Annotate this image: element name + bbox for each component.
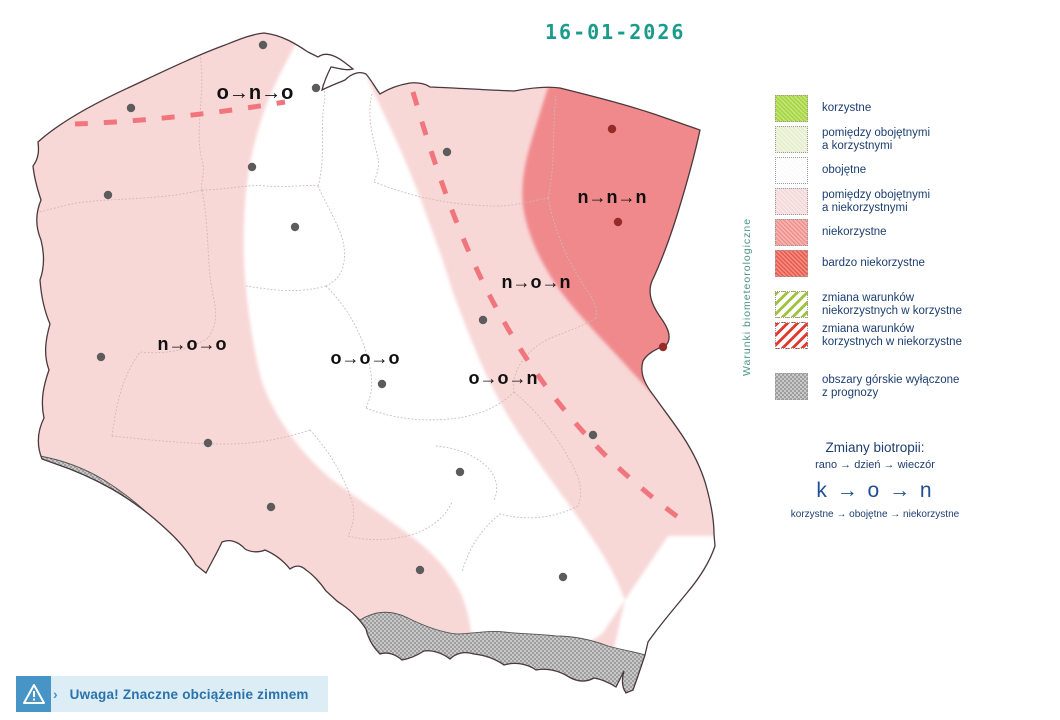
warning-icon — [16, 676, 51, 712]
biotropy-times: rano → dzień → wieczór — [815, 459, 935, 471]
legend-item: pomiędzy obojętnymi a niekorzystnymi — [775, 188, 1060, 215]
biotropy-heading: Zmiany biotropii: — [825, 440, 925, 455]
legend-label: pomiędzy obojętnymi a korzystnymi — [822, 126, 931, 152]
city-dot — [442, 147, 452, 157]
legend-label: zmiana warunków niekorzystnych w korzystn… — [822, 291, 962, 317]
forecast-date: 16-01-2026 — [545, 20, 686, 44]
biotropy-legend: Zmiany biotropii: rano → dzień → wieczór… — [760, 440, 990, 520]
zone-label: o→n→o — [217, 82, 294, 104]
legend-swatch — [775, 219, 808, 246]
province-borders — [37, 53, 598, 573]
legend-label: pomiędzy obojętnymi a niekorzystnymi — [822, 188, 931, 214]
city-dot — [607, 124, 617, 134]
legend: korzystne pomiędzy obojętnymi a korzystnym… — [775, 95, 1060, 404]
warning-chevron: › — [51, 676, 60, 712]
legend-label: obszary górskie wyłączone z prognozy — [822, 373, 960, 399]
legend-swatch — [775, 157, 808, 184]
legend-swatch — [775, 373, 808, 400]
city-dot — [478, 315, 488, 325]
city-dot — [290, 222, 300, 232]
warning-banner: › Uwaga! Znaczne obciążenie zimnem — [16, 676, 328, 712]
poland-map-svg: o→n→o n→n→n n→o→n o→o→n o→o→o n→o→o — [32, 32, 716, 694]
warning-triangle-icon — [22, 684, 45, 704]
city-dot — [311, 83, 321, 93]
zone-label: n→n→n — [578, 187, 647, 207]
legend-item: bardzo niekorzystne — [775, 250, 1060, 277]
legend-label: obojętne — [822, 164, 867, 176]
warning-text: Uwaga! Znaczne obciążenie zimnem — [69, 686, 309, 702]
legend-swatch — [775, 291, 808, 318]
zone-label: n→o→o — [158, 334, 227, 354]
legend-swatch — [775, 95, 808, 122]
change-lines — [74, 91, 692, 529]
city-dot — [103, 190, 113, 200]
city-dot — [258, 40, 268, 50]
legend-label: zmiana warunków korzystnych w niekorzystn… — [822, 322, 962, 348]
legend-label: niekorzystne — [822, 226, 887, 238]
poland-map: o→n→o n→n→n n→o→n o→o→n o→o→o n→o→o — [32, 32, 716, 694]
zone-label: o→o→o — [331, 348, 400, 368]
legend-swatch — [775, 188, 808, 215]
legend-item: obszary górskie wyłączone z prognozy — [775, 373, 1060, 400]
legend-item: pomiędzy obojętnymi a korzystnymi — [775, 126, 1060, 153]
legend-swatch — [775, 126, 808, 153]
city-dot — [415, 565, 425, 575]
biotropy-meaning: korzystne → obojętne → niekorzystne — [790, 509, 960, 520]
legend-vertical-title: Warunki biometeorologiczne — [741, 217, 753, 376]
city-dot — [203, 438, 213, 448]
city-dot — [247, 162, 257, 172]
legend-label: korzystne — [822, 102, 872, 114]
warning-bar: Uwaga! Znaczne obciążenie zimnem — [59, 676, 328, 712]
city-dot — [658, 342, 668, 352]
legend-item: obojętne — [775, 157, 1060, 184]
city-markers — [96, 40, 598, 582]
biotropy-code: k → o → n — [816, 479, 934, 502]
legend-swatch — [775, 322, 808, 349]
city-dot — [588, 430, 598, 440]
zone-labels: o→n→o n→n→n n→o→n o→o→n o→o→o n→o→o — [158, 82, 647, 388]
city-dot — [613, 217, 623, 227]
city-dot — [266, 502, 276, 512]
legend-item: niekorzystne — [775, 219, 1060, 246]
city-dot — [377, 379, 387, 389]
legend-item: zmiana warunków niekorzystnych w korzystn… — [775, 291, 1060, 318]
country-border — [32, 32, 716, 694]
legend-item: korzystne — [775, 95, 1060, 122]
zone-label: o→o→n — [469, 368, 538, 388]
legend-label: bardzo niekorzystne — [822, 257, 925, 269]
legend-swatch — [775, 250, 808, 277]
city-markers-unfavourable — [607, 124, 668, 352]
city-dot — [96, 352, 106, 362]
legend-item: zmiana warunków korzystnych w niekorzystn… — [775, 322, 1060, 349]
city-dot — [558, 572, 568, 582]
city-dot — [126, 103, 136, 113]
zone-label: n→o→n — [502, 272, 571, 292]
city-dot — [455, 467, 465, 477]
